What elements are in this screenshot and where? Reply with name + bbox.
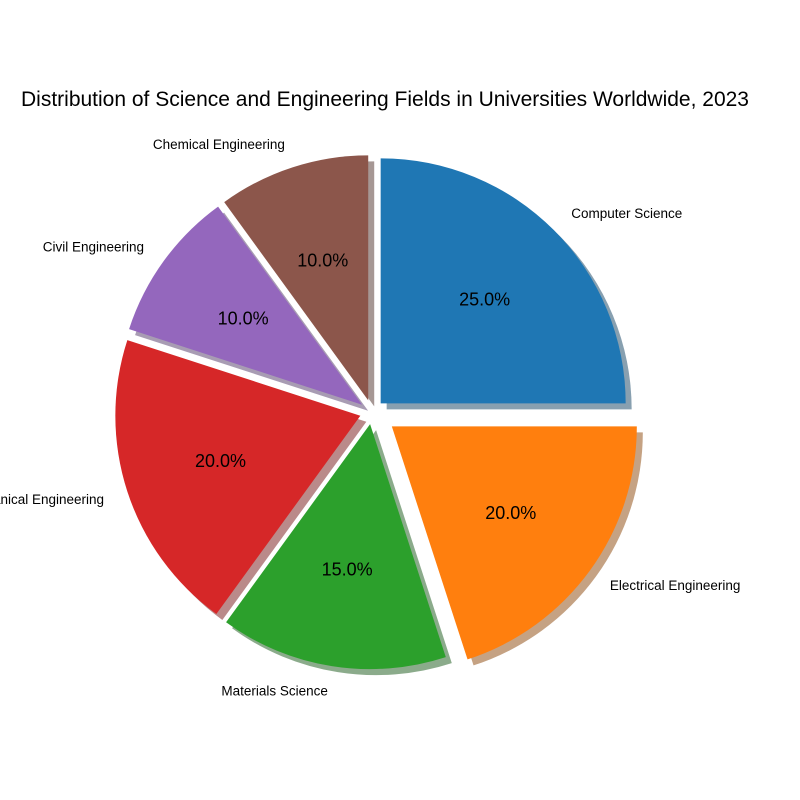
slice-label-civil-engineering: Civil Engineering (43, 239, 144, 254)
slice-label-computer-science: Computer Science (571, 206, 682, 221)
slice-civil-engineering (129, 206, 363, 405)
slice-mechanical-engineering (115, 340, 361, 614)
slice-electrical-engineering (391, 426, 637, 660)
percent-label-chemical-engineering: 10.0% (297, 251, 348, 271)
slice-label-materials-science: Materials Science (221, 683, 328, 698)
pie-slices (115, 155, 637, 670)
slice-label-mechanical-engineering: Mechanical Engineering (0, 492, 104, 507)
slice-chemical-engineering (224, 155, 369, 401)
percent-label-mechanical-engineering: 20.0% (195, 451, 246, 471)
percent-label-computer-science: 25.0% (459, 289, 510, 309)
slice-label-electrical-engineering: Electrical Engineering (610, 578, 741, 593)
slice-labels: Computer Science 25.0% Electrical Engineer… (0, 137, 740, 698)
percent-label-civil-engineering: 10.0% (218, 308, 269, 328)
slice-computer-science (380, 158, 626, 404)
chart-title: Distribution of Science and Engineering … (21, 88, 749, 111)
slice-label-chemical-engineering: Chemical Engineering (153, 137, 285, 152)
percent-label-electrical-engineering: 20.0% (485, 503, 536, 523)
percent-label-materials-science: 15.0% (322, 559, 373, 579)
slice-materials-science (226, 424, 446, 670)
